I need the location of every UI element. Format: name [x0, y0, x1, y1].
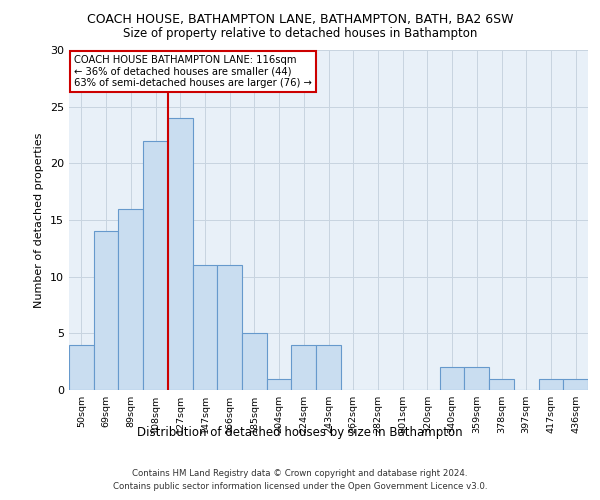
Text: Contains public sector information licensed under the Open Government Licence v3: Contains public sector information licen…: [113, 482, 487, 491]
Bar: [94, 232, 118, 390]
Bar: [217, 266, 242, 390]
Bar: [539, 378, 563, 390]
Bar: [316, 344, 341, 390]
Bar: [168, 118, 193, 390]
Bar: [267, 378, 292, 390]
Bar: [118, 208, 143, 390]
Bar: [69, 344, 94, 390]
Text: Size of property relative to detached houses in Bathampton: Size of property relative to detached ho…: [123, 28, 477, 40]
Bar: [242, 334, 267, 390]
Bar: [143, 140, 168, 390]
Bar: [292, 344, 316, 390]
Bar: [563, 378, 588, 390]
Text: COACH HOUSE, BATHAMPTON LANE, BATHAMPTON, BATH, BA2 6SW: COACH HOUSE, BATHAMPTON LANE, BATHAMPTON…: [87, 12, 513, 26]
Text: Contains HM Land Registry data © Crown copyright and database right 2024.: Contains HM Land Registry data © Crown c…: [132, 468, 468, 477]
Bar: [193, 266, 217, 390]
Bar: [440, 368, 464, 390]
Bar: [489, 378, 514, 390]
Y-axis label: Number of detached properties: Number of detached properties: [34, 132, 44, 308]
Text: Distribution of detached houses by size in Bathampton: Distribution of detached houses by size …: [137, 426, 463, 439]
Bar: [464, 368, 489, 390]
Text: COACH HOUSE BATHAMPTON LANE: 116sqm
← 36% of detached houses are smaller (44)
63: COACH HOUSE BATHAMPTON LANE: 116sqm ← 36…: [74, 55, 312, 88]
